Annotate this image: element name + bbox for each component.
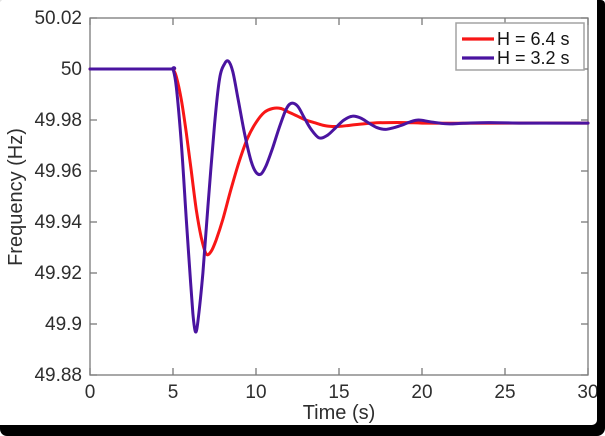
y-tick-label: 50 <box>61 59 82 80</box>
x-tick-label: 5 <box>168 382 179 403</box>
y-tick-label: 49.94 <box>34 212 82 233</box>
y-tick-labels: 49.88 49.9 49.92 49.94 49.96 49.98 50 50.02 <box>34 8 82 386</box>
x-tick-labels: 0 5 10 15 20 25 30 <box>85 382 599 403</box>
legend-box <box>455 22 585 71</box>
series-line-h-6.4s <box>88 66 590 257</box>
x-tick-label: 30 <box>577 382 597 403</box>
y-tick-label: 49.96 <box>34 161 82 182</box>
x-axis-label: Time (s) <box>303 402 376 424</box>
series-line-h-3.2s <box>88 59 590 334</box>
y-tick-label: 49.9 <box>45 314 82 335</box>
x-tick-label: 15 <box>328 382 349 403</box>
legend-entry-label-h-3.2s: H = 3.2 s <box>497 48 570 68</box>
x-tick-label: 25 <box>494 382 515 403</box>
legend: H = 6.4 s H = 3.2 s <box>455 22 585 71</box>
y-tick-label: 49.88 <box>34 365 82 386</box>
y-tick-label: 49.92 <box>34 263 82 284</box>
tick-marks <box>89 17 589 376</box>
frequency-response-chart: 0 5 10 15 20 25 30 49.8849.949.9249.9449.9649.… <box>5 8 599 424</box>
x-tick-label: 0 <box>85 382 96 403</box>
y-axis-label: Frequency (Hz) <box>5 128 27 266</box>
x-tick-label: 10 <box>245 382 266 403</box>
legend-entry-label-h-6.4s: H = 6.4 s <box>497 29 570 49</box>
plot-box <box>89 17 589 376</box>
y-tick-label: 49.98 <box>34 110 82 131</box>
x-tick-label: 20 <box>411 382 432 403</box>
y-tick-label: 50.02 <box>34 8 82 29</box>
figure-canvas: 0 5 10 15 20 25 30 49.88 49.9 49.92 49.94 49.96 49.… <box>0 0 599 425</box>
